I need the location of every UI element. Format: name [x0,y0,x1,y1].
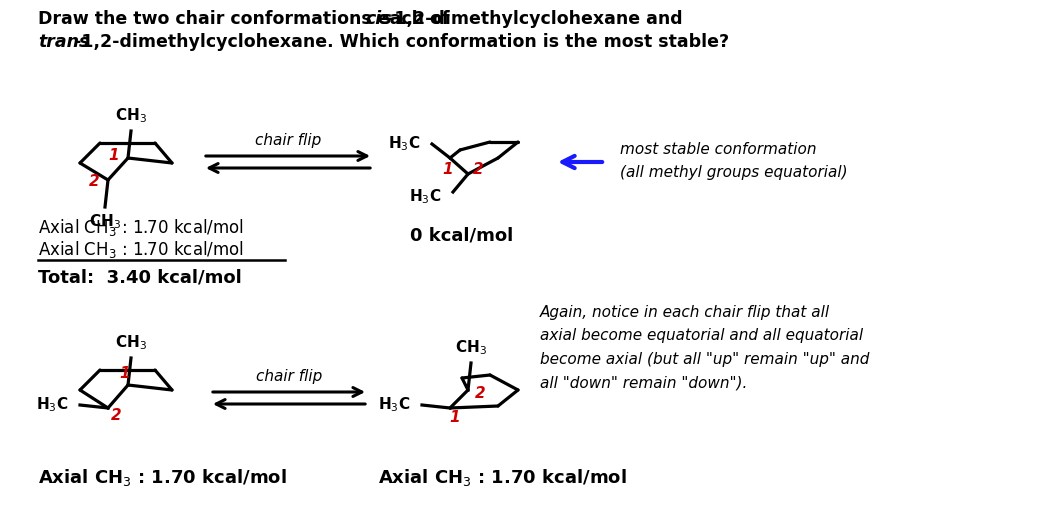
Text: 2: 2 [474,385,486,400]
Text: CH$_3$: CH$_3$ [115,107,147,125]
Text: Axial CH$_3$ : 1.70 kcal/mol: Axial CH$_3$ : 1.70 kcal/mol [38,217,244,239]
Text: 2: 2 [88,175,100,189]
Text: 0 kcal/mol: 0 kcal/mol [410,226,514,244]
Text: CH$_3$: CH$_3$ [455,339,487,357]
Text: H$_3$C: H$_3$C [378,396,410,414]
Text: 1: 1 [449,410,460,425]
Text: cis: cis [365,10,391,28]
Text: 1: 1 [109,148,119,162]
Text: 2: 2 [111,409,121,423]
Text: 2: 2 [472,162,484,177]
Text: 1: 1 [119,367,131,382]
Text: most stable conformation: most stable conformation [620,142,817,158]
Text: -1,2-dimethylcyclohexane. Which conformation is the most stable?: -1,2-dimethylcyclohexane. Which conforma… [74,33,729,51]
Text: H$_3$C: H$_3$C [388,135,420,153]
Text: Axial CH$_3$ : 1.70 kcal/mol: Axial CH$_3$ : 1.70 kcal/mol [38,467,286,488]
Text: chair flip: chair flip [255,133,321,148]
Text: H$_3$C: H$_3$C [409,188,441,206]
Text: 1: 1 [442,162,454,177]
Text: Again, notice in each chair flip that all
axial become equatorial and all equato: Again, notice in each chair flip that al… [540,305,870,390]
Text: Axial CH$_3$ : 1.70 kcal/mol: Axial CH$_3$ : 1.70 kcal/mol [38,240,244,261]
Text: (all methyl groups equatorial): (all methyl groups equatorial) [620,165,848,180]
Text: Total:  3.40 kcal/mol: Total: 3.40 kcal/mol [38,269,242,287]
Text: -1,2-dimethylcyclohexane and: -1,2-dimethylcyclohexane and [387,10,683,28]
Text: Axial CH$_3$ : 1.70 kcal/mol: Axial CH$_3$ : 1.70 kcal/mol [378,467,627,488]
Text: CH$_3$: CH$_3$ [115,334,147,353]
Text: H$_3$C: H$_3$C [36,396,69,414]
Text: Draw the two chair conformations each of: Draw the two chair conformations each of [38,10,456,28]
Text: trans: trans [38,33,89,51]
Text: CH$_3$: CH$_3$ [89,213,121,231]
Text: chair flip: chair flip [256,369,322,384]
